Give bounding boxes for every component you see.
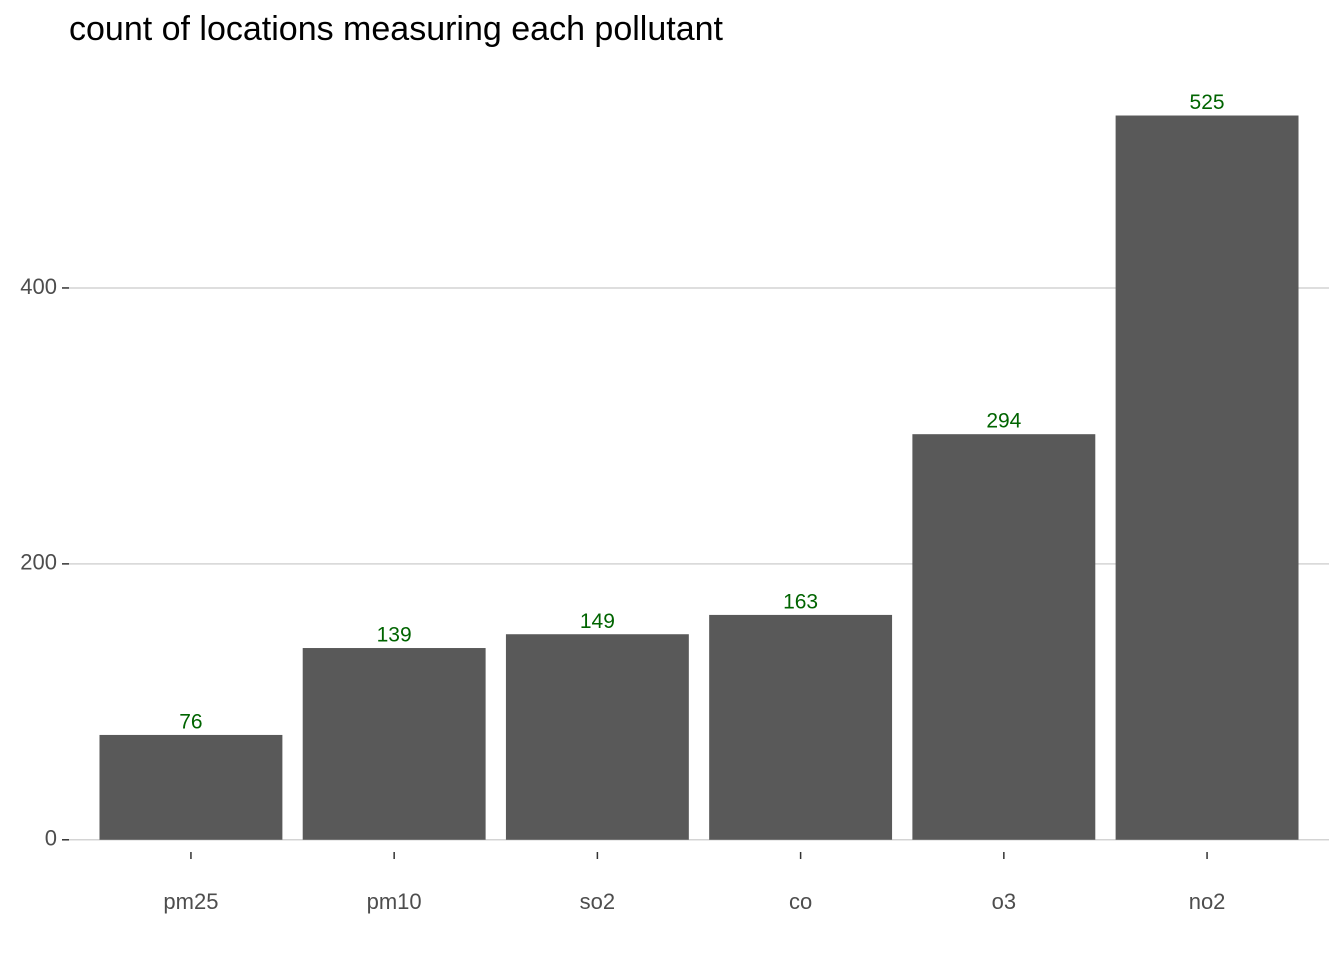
value-label: 163 bbox=[783, 590, 818, 613]
value-label: 149 bbox=[580, 610, 615, 633]
bar bbox=[912, 434, 1096, 840]
bar bbox=[505, 634, 689, 840]
y-tick-label: 400 bbox=[20, 274, 57, 299]
value-label: 76 bbox=[179, 710, 202, 733]
bar bbox=[709, 614, 893, 840]
x-tick-label: co bbox=[789, 889, 812, 914]
y-tick-label: 0 bbox=[45, 826, 57, 851]
value-label: 294 bbox=[986, 410, 1021, 433]
x-tick-label: pm10 bbox=[367, 889, 422, 914]
value-label: 525 bbox=[1190, 91, 1225, 114]
bar bbox=[1115, 115, 1299, 840]
x-tick-label: so2 bbox=[580, 889, 615, 914]
y-tick-label: 200 bbox=[20, 550, 57, 575]
value-label: 139 bbox=[377, 624, 412, 647]
x-tick-label: o3 bbox=[992, 889, 1016, 914]
bar bbox=[302, 648, 486, 840]
chart-title: count of locations measuring each pollut… bbox=[69, 10, 724, 48]
x-tick-label: no2 bbox=[1189, 889, 1226, 914]
bar bbox=[99, 734, 283, 840]
x-tick-label: pm25 bbox=[163, 889, 218, 914]
